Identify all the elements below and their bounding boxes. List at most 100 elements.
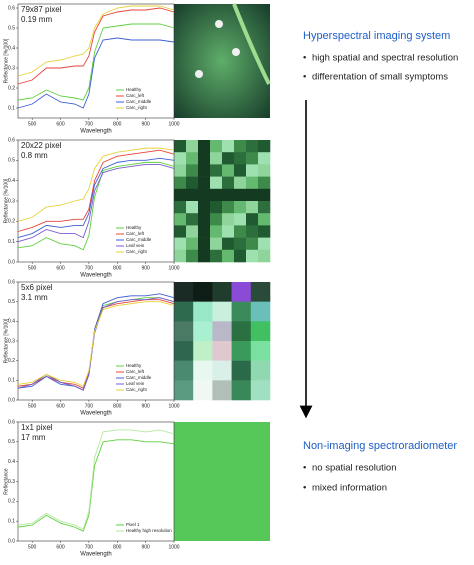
pixel	[246, 237, 259, 251]
x-tick-label: 900	[141, 265, 150, 271]
side-bullet-text: high spatial and spectral resolution	[312, 53, 458, 64]
y-tick-label: 0.5	[8, 25, 15, 31]
annotation: 5x6 pixel	[21, 283, 53, 292]
pixel	[186, 237, 199, 251]
series-line	[17, 157, 175, 239]
annotation: 79x87 pixel	[21, 5, 62, 14]
series-line	[17, 7, 175, 85]
pixel	[234, 140, 247, 153]
pixel	[246, 164, 259, 177]
pixel	[246, 225, 259, 238]
series-line	[17, 149, 175, 232]
pixel	[246, 213, 259, 226]
x-tick-label: 900	[141, 121, 150, 127]
y-tick-label: 0.1	[8, 378, 15, 384]
y-axis-label: Reflectance	[3, 468, 9, 495]
pixel	[234, 164, 247, 177]
pixel	[258, 140, 271, 153]
pixel	[250, 380, 271, 401]
pixel	[222, 140, 235, 153]
y-tick-label: 0.3	[8, 65, 15, 71]
pixel	[174, 140, 187, 153]
x-tick-label: 800	[113, 121, 122, 127]
x-tick-label: 500	[28, 265, 37, 271]
series-line	[17, 163, 175, 243]
y-tick-label: 0.6	[8, 419, 15, 425]
annotation: 17 mm	[21, 433, 46, 442]
pixel	[250, 301, 271, 322]
pixel	[174, 164, 187, 177]
x-tick-label: 1000	[168, 121, 179, 127]
pixel	[198, 176, 211, 190]
y-tick-label: 0.0	[8, 397, 15, 403]
pixel	[234, 237, 247, 251]
x-tick-label: 1000	[168, 265, 179, 271]
annotation: 1x1 pixel	[21, 423, 53, 432]
legend-label: Carc_left	[126, 93, 145, 98]
x-tick-label: 600	[56, 121, 65, 127]
legend-label: Carc_right	[126, 249, 148, 254]
legend-label: Carc_right	[126, 387, 148, 392]
pixel	[222, 225, 235, 238]
pixel	[231, 301, 252, 322]
x-axis-label: Wavelength	[80, 273, 111, 279]
pixel	[212, 321, 232, 342]
x-tick-label: 900	[141, 544, 150, 550]
pixel	[186, 152, 199, 165]
x-tick-label: 500	[28, 544, 37, 550]
pixel	[186, 249, 199, 263]
pixel	[174, 237, 187, 251]
pixel	[198, 249, 211, 263]
pixel	[174, 249, 187, 263]
pixel	[258, 237, 271, 251]
pixel	[222, 188, 235, 202]
series-line	[17, 161, 175, 251]
y-tick-label: 0.4	[8, 178, 15, 184]
pixel	[212, 341, 232, 361]
pixel	[174, 152, 187, 165]
pixel	[222, 213, 235, 226]
side-bullet: •	[303, 53, 306, 64]
legend-label: Carc_middle	[126, 99, 152, 104]
y-axis-label: Reflectance [%/100]	[3, 38, 9, 83]
legend-label: Healthy	[126, 225, 142, 230]
pixel	[210, 176, 223, 190]
pixel	[246, 140, 259, 153]
pixel	[222, 164, 235, 177]
x-tick-label: 800	[113, 265, 122, 271]
pixel	[250, 341, 271, 361]
pixel	[212, 282, 232, 302]
pixel	[222, 201, 235, 214]
pixel	[222, 176, 235, 190]
pixel	[198, 213, 211, 226]
series-line	[17, 23, 175, 101]
series-line	[17, 439, 175, 532]
x-tick-label: 500	[28, 121, 37, 127]
pixel	[174, 380, 194, 401]
y-tick-label: 0.1	[8, 105, 15, 111]
side-bullet-text: no spatial resolution	[312, 463, 397, 474]
y-tick-label: 0.2	[8, 85, 15, 91]
x-tick-label: 600	[56, 265, 65, 271]
pixel	[258, 152, 271, 165]
legend-label: Leaf vein	[126, 381, 145, 386]
x-tick-label: 800	[113, 403, 122, 409]
pixel	[231, 282, 252, 302]
pixel	[210, 188, 223, 202]
legend-label: Carc_left	[126, 231, 145, 236]
x-tick-label: 600	[56, 544, 65, 550]
annotation: 3.1 mm	[21, 293, 48, 302]
pixel	[174, 225, 187, 238]
x-tick-label: 500	[28, 403, 37, 409]
pixel	[246, 249, 259, 263]
image	[174, 4, 270, 118]
panel: 0.1 0.2 0.3 0.4 0.5 0.6 500 600 700 800 900 1000 Wav…	[3, 3, 271, 135]
pixel	[210, 140, 223, 153]
pixel	[212, 380, 232, 401]
legend-label: Healthy	[126, 87, 142, 92]
y-tick-label: 0.6	[8, 137, 15, 143]
pixel	[193, 321, 213, 342]
pixel	[258, 176, 271, 190]
series-line	[17, 147, 175, 222]
x-tick-label: 700	[85, 121, 94, 127]
